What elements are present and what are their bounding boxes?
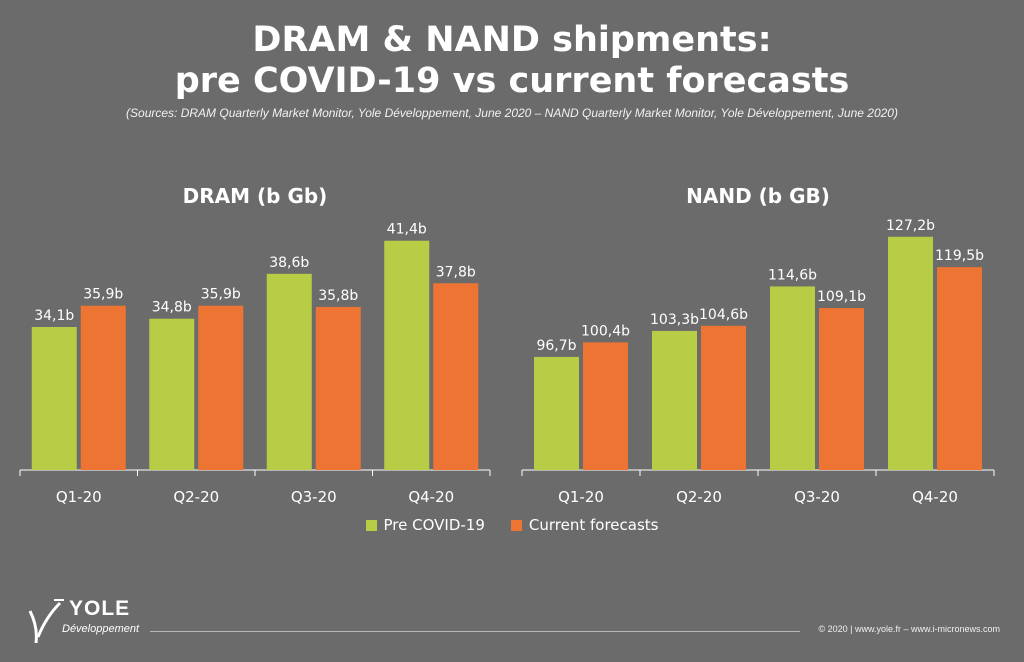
nand-category-label: Q3-20 (794, 488, 840, 506)
dram-bar-pre (149, 318, 195, 470)
dram-bar-current (433, 283, 479, 470)
nand-category-label: Q4-20 (912, 488, 958, 506)
dram-data-label: 35,9b (83, 287, 123, 303)
dram-bar-pre (31, 327, 77, 470)
dram-bar-current (198, 305, 244, 470)
nand-bar-current (583, 342, 628, 470)
nand-data-label: 109,1b (817, 289, 866, 305)
nand-bar-pre (888, 236, 933, 470)
sources-subtitle: (Sources: DRAM Quarterly Market Monitor,… (126, 106, 898, 120)
dram-data-label: 38,6b (269, 255, 309, 271)
nand-data-label: 114,6b (768, 267, 817, 283)
dram-chart-title: DRAM (b Gb) (183, 184, 328, 208)
title-line-2: pre COVID-19 vs current forecasts (174, 61, 850, 101)
nand-bar-current (701, 325, 746, 470)
nand-category-label: Q2-20 (676, 488, 722, 506)
dram-data-label: 41,4b (387, 222, 427, 238)
dram-data-label: 35,8b (318, 288, 358, 304)
dram-data-label: 34,8b (152, 300, 192, 316)
legend-label-current: Current forecasts (528, 516, 659, 534)
nand-data-label: 127,2b (886, 218, 935, 234)
legend: Pre COVID-19 Current forecasts (0, 516, 1024, 534)
legend-swatch-current (510, 519, 522, 531)
dram-bar-current (315, 306, 361, 470)
nand-bar-pre (534, 356, 579, 470)
dram-category-label: Q3-20 (291, 488, 337, 506)
nand-data-label: 103,3b (650, 312, 699, 328)
logo-subtitle: Développement (62, 623, 140, 635)
dram-data-label: 37,8b (436, 264, 476, 280)
dram-category-label: Q1-20 (56, 488, 102, 506)
nand-data-label: 96,7b (536, 338, 576, 354)
nand-chart-title: NAND (b GB) (686, 184, 830, 208)
dram-data-label: 34,1b (34, 308, 74, 324)
dram-data-label: 35,9b (201, 287, 241, 303)
legend-item-current: Current forecasts (510, 516, 659, 534)
title-line-1: DRAM & NAND shipments: (252, 20, 772, 60)
dram-category-label: Q4-20 (408, 488, 454, 506)
yole-logo-mark-icon (28, 599, 64, 644)
nand-data-label: 104,6b (699, 307, 748, 323)
nand-bar-pre (770, 286, 815, 470)
legend-label-pre: Pre COVID-19 (383, 516, 485, 534)
nand-bar-current (819, 308, 864, 470)
logo-name: YOLE (69, 597, 131, 620)
dram-category-label: Q2-20 (173, 488, 219, 506)
dram-bar-pre (266, 273, 312, 470)
nand-bar-current (937, 267, 982, 470)
nand-data-label: 119,5b (935, 248, 984, 264)
dram-bar-current (80, 305, 126, 470)
nand-category-label: Q1-20 (558, 488, 604, 506)
page-title: DRAM & NAND shipments: pre COVID-19 vs c… (0, 20, 1024, 102)
charts-area: DRAM (b Gb) Q1-20 34,1b 35,9b Q2-20 34,8b 35,9… (19, 184, 995, 506)
footer-copyright: © 2020 | www.yole.fr – www.i-micronews.c… (818, 624, 1000, 634)
yole-logo: YOLE Développement (24, 597, 154, 645)
dram-bar-pre (384, 240, 430, 470)
nand-bar-pre (652, 330, 697, 470)
footer-divider (150, 631, 800, 632)
legend-item-pre: Pre COVID-19 (365, 516, 485, 534)
legend-swatch-pre (365, 519, 377, 531)
nand-data-label: 100,4b (581, 323, 630, 339)
